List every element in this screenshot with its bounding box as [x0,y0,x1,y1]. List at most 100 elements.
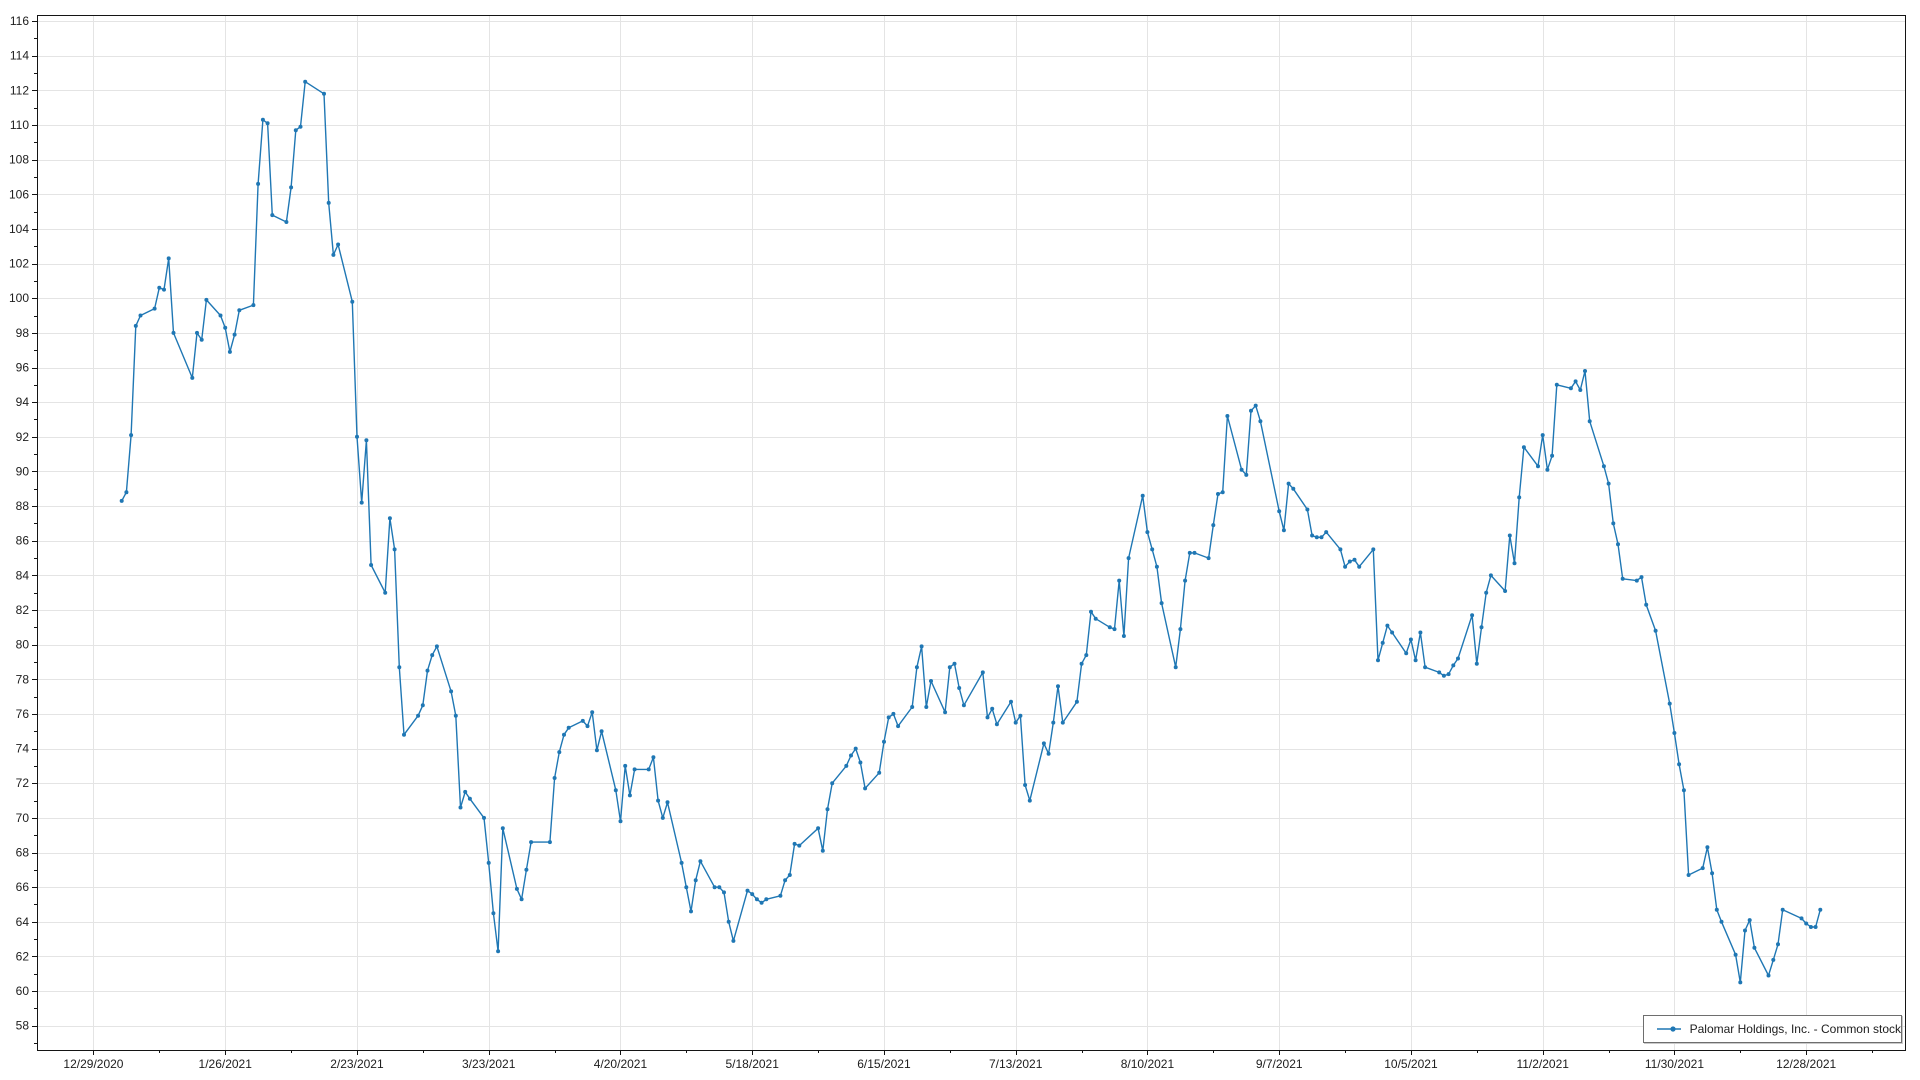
y-tick-label: 62 [16,949,30,963]
data-point-marker [656,798,661,803]
x-tick-label: 1/26/2021 [199,1057,253,1071]
x-tick-label: 3/23/2021 [462,1057,516,1071]
data-point-marker [162,287,166,292]
data-point-marker [1107,625,1112,630]
data-point-marker [237,308,242,313]
data-point-marker [430,653,435,658]
data-point-marker [947,665,952,670]
data-point-marker [1154,564,1159,569]
data-point-marker [359,500,364,505]
data-point-marker [1479,625,1484,630]
data-point-marker [1159,601,1164,606]
data-point-marker [754,897,759,902]
x-tick-label: 11/2/2021 [1516,1057,1569,1071]
data-point-marker [764,897,769,902]
data-point-marker [562,732,566,737]
data-point-marker [449,689,454,694]
data-point-marker [1244,472,1249,477]
y-tick-label: 60 [16,984,30,998]
data-point-marker [618,819,623,824]
data-point-marker [1517,495,1522,500]
data-point-marker [336,242,341,247]
data-point-marker [218,313,223,318]
data-point-marker [322,91,326,96]
data-point-marker [1027,798,1032,803]
data-point-marker [1733,952,1738,957]
data-point-marker [952,661,957,666]
data-point-marker [1319,535,1324,540]
data-point-marker [298,124,303,129]
y-tick-label: 90 [16,464,30,478]
data-point-marker [1780,907,1785,912]
data-point-marker [547,840,552,845]
data-point-marker [1178,627,1183,632]
data-point-marker [1385,623,1390,628]
data-point-marker [1150,547,1155,552]
data-point-marker [514,886,519,891]
data-point-marker [293,128,298,133]
data-point-marker [929,679,933,683]
data-point-marker [1093,616,1098,621]
data-point-marker [994,722,999,727]
data-point-marker [623,763,628,768]
data-point-marker [1173,665,1178,670]
data-point-marker [1418,630,1423,635]
data-point-marker [853,746,858,751]
data-point-marker [1611,521,1616,526]
data-point-marker [1441,673,1446,678]
data-point-marker [594,748,599,753]
y-tick-label: 72 [16,776,30,790]
data-point-marker [1046,751,1051,756]
data-point-marker [1587,419,1592,424]
data-point-marker [256,181,261,186]
data-point-marker [585,724,590,729]
data-point-marker [552,776,557,780]
y-tick-label: 86 [16,534,30,548]
data-point-marker [990,706,995,711]
data-point-marker [463,789,468,794]
data-point-marker [1192,550,1197,555]
data-point-marker [1568,386,1573,391]
y-tick-label: 94 [16,395,30,409]
data-point-marker [844,763,849,768]
data-point-marker [1249,408,1253,413]
data-point-marker [500,826,505,831]
data-point-marker [1719,919,1724,924]
x-tick-label: 9/7/2021 [1256,1057,1303,1071]
data-point-marker [1583,369,1587,373]
data-point-marker [1620,576,1625,581]
data-point-marker [1456,656,1460,661]
data-point-marker [580,718,585,723]
data-point-marker [1357,564,1362,569]
x-tick-label: 10/5/2021 [1384,1057,1438,1071]
data-point-marker [698,859,703,864]
data-point-marker [1705,845,1710,850]
plot-frame [37,15,1906,1051]
x-tick-label: 11/30/2021 [1645,1057,1704,1071]
data-point-marker [566,725,571,730]
data-point-marker [1554,382,1559,387]
data-point-marker [124,490,129,495]
data-point-marker [387,516,392,521]
data-point-marker [420,703,425,708]
data-point-marker [1352,557,1357,562]
data-point-marker [204,297,209,302]
data-point-marker [284,220,289,224]
y-tick-label: 78 [16,672,30,686]
y-tick-label: 80 [16,638,30,652]
data-point-marker [646,767,651,772]
data-point-marker [303,79,308,84]
data-point-marker [491,911,496,916]
data-point-marker [750,892,755,897]
data-point-marker [660,815,665,820]
data-point-marker [820,848,825,853]
data-point-marker [627,793,632,798]
data-point-marker [1408,637,1413,642]
data-point-marker [557,750,562,755]
data-point-marker [1140,493,1145,498]
data-point-marker [863,786,868,791]
data-point-marker [289,185,294,190]
data-point-marker [529,840,534,845]
data-point-marker [1776,942,1780,947]
